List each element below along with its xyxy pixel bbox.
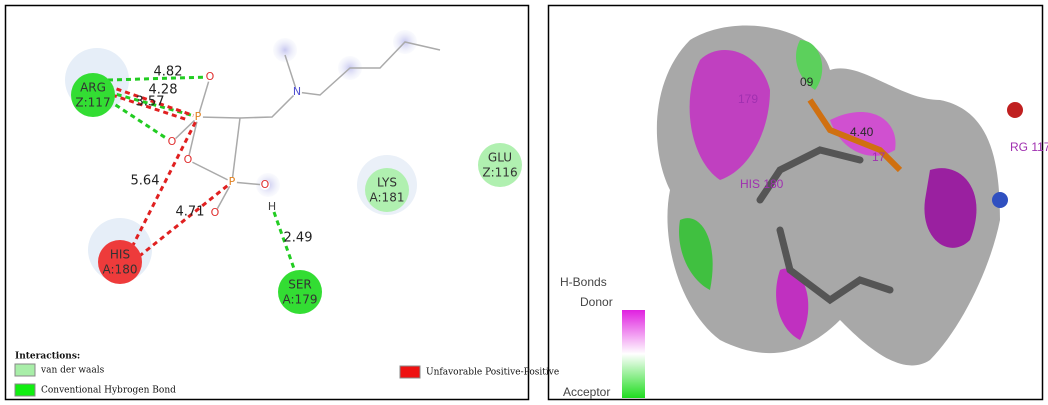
- legend-label: Unfavorable Positive-Positive: [426, 368, 559, 378]
- atom-label: P: [229, 175, 236, 188]
- atom-label: O: [206, 70, 215, 83]
- legend-swatch: [15, 364, 35, 376]
- residue-id: A:180: [103, 263, 138, 277]
- residue-id: A:181: [370, 191, 405, 205]
- color-scale: [622, 310, 645, 398]
- atom-label: N: [293, 85, 301, 98]
- distance-label: 4.71: [176, 205, 205, 220]
- atom: [1007, 102, 1023, 118]
- distance-label: 4.82: [154, 65, 183, 80]
- atom-label: O: [211, 206, 220, 219]
- distance-label: 3.57: [136, 95, 165, 110]
- residue-name: GLU: [488, 151, 512, 165]
- legend-label: Conventional Hybrogen Bond: [41, 386, 176, 396]
- residue-name: SER: [288, 278, 312, 292]
- distance-label: 2.49: [284, 231, 313, 246]
- atom: [992, 192, 1008, 208]
- residue-label: 17: [872, 150, 886, 164]
- scale-bottom: Acceptor: [563, 385, 610, 399]
- residue-name: LYS: [377, 176, 397, 190]
- halo: [273, 38, 297, 62]
- residue-name: ARG: [80, 81, 106, 95]
- distance-label: 5.64: [131, 174, 160, 189]
- atom-label: H: [268, 200, 276, 213]
- residue-name: HIS: [110, 248, 130, 262]
- residue-label: 4.40: [850, 125, 874, 139]
- figure: ARGZ:117 HISA:180 SERA:179 LYSA:181 GLUZ:116…: [0, 0, 1048, 405]
- residue-id: A:179: [283, 293, 318, 307]
- residue-label: HIS 180: [740, 177, 784, 191]
- atom-label: O: [168, 135, 177, 148]
- legend-swatch: [400, 366, 420, 378]
- atom-label: P: [195, 110, 202, 123]
- legend-swatch: [15, 384, 35, 396]
- legend-title: Interactions:: [15, 352, 80, 362]
- scale-title: H-Bonds: [560, 275, 607, 289]
- residue-label: 09: [800, 75, 814, 89]
- canvas: ARGZ:117 HISA:180 SERA:179 LYSA:181 GLUZ:116…: [0, 0, 1048, 405]
- residue-label: 179: [738, 92, 758, 106]
- atom-label: O: [184, 153, 193, 166]
- legend-label: van der waals: [40, 366, 105, 376]
- scale-top: Donor: [580, 295, 613, 309]
- residue-label: RG 117: [1010, 140, 1048, 154]
- residue-id: Z:117: [75, 96, 110, 110]
- atom-label: O: [261, 178, 270, 191]
- residue-id: Z:116: [482, 166, 517, 180]
